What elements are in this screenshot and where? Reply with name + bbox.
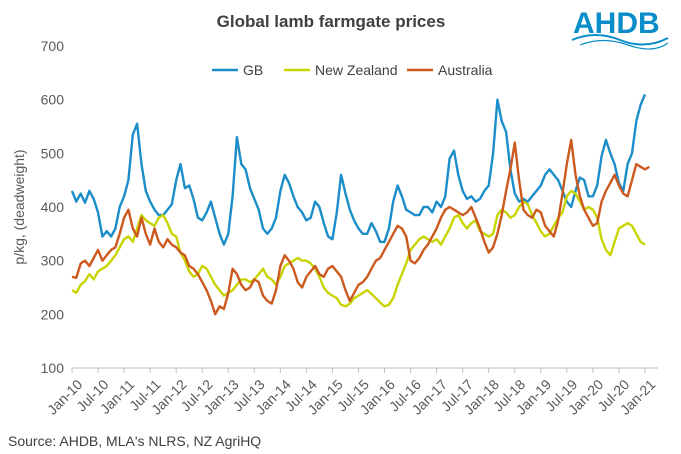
y-tick-label: 300 — [41, 253, 65, 269]
logo-text: AHDB — [573, 7, 660, 40]
y-tick-label: 500 — [41, 145, 65, 161]
logo-wave-2 — [579, 39, 669, 50]
y-axis-label: p/kg, (deadweight) — [11, 149, 27, 264]
logo-wave — [571, 34, 669, 46]
ahdb-logo: AHDB — [571, 7, 669, 50]
y-tick-label: 100 — [41, 360, 65, 376]
legend-label-gb: GB — [243, 62, 263, 78]
y-tick-label: 700 — [41, 38, 65, 54]
x-axis: Jan-10Jul-10Jan-11Jul-11Jan-12Jul-12Jan-… — [44, 368, 659, 418]
y-tick-label: 400 — [41, 199, 65, 215]
legend-label-new-zealand: New Zealand — [315, 62, 398, 78]
chart-legend: GB New Zealand Australia — [212, 62, 493, 78]
series-line-australia — [71, 138, 650, 316]
series-line-gb — [70, 93, 647, 246]
y-axis: 100 200 300 400 500 600 700 — [41, 38, 65, 376]
series-group — [70, 93, 650, 316]
legend-label-australia: Australia — [438, 62, 493, 78]
y-tick-label: 200 — [41, 306, 65, 322]
chart-title: Global lamb farmgate prices — [217, 12, 446, 31]
source-note: Source: AHDB, MLA's NLRS, NZ AgriHQ — [8, 433, 261, 449]
y-tick-label: 600 — [41, 92, 65, 108]
series-line-new-zealand — [71, 189, 646, 308]
